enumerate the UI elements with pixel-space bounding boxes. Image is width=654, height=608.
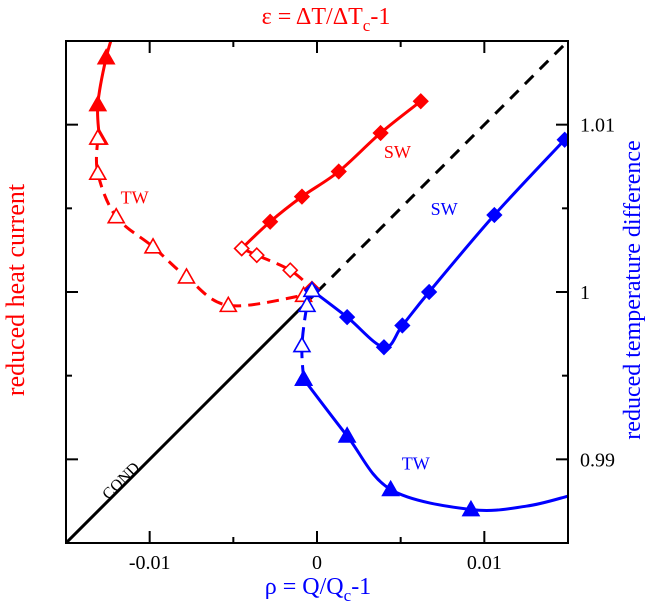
diamond-marker xyxy=(556,131,568,148)
bottom-axis-label-sub: c xyxy=(344,586,352,605)
triangle-marker xyxy=(177,267,196,284)
plot-frame xyxy=(65,40,569,544)
series-line xyxy=(66,290,319,543)
series-line xyxy=(315,41,568,294)
series-line xyxy=(302,378,568,512)
x-tick-label: 0 xyxy=(312,552,322,574)
triangle-marker xyxy=(96,48,116,65)
triangle-marker xyxy=(302,280,322,298)
diamond-marker xyxy=(248,247,265,264)
series-layer xyxy=(66,16,568,543)
triangle-marker xyxy=(108,16,124,30)
top-axis-label: ε = ΔT/ΔTc-1 xyxy=(262,4,391,35)
annotation-tw: TW xyxy=(402,453,430,473)
triangle-marker xyxy=(461,499,481,517)
right-axis-label: reduced temperature difference xyxy=(620,140,646,439)
bottom-axis-label-tail: -1 xyxy=(351,574,371,600)
diamond-marker xyxy=(412,93,429,110)
diamond-marker xyxy=(330,163,347,180)
y-right-tick-label: 1.01 xyxy=(580,115,615,137)
bottom-axis-label: ρ = Q/Qc-1 xyxy=(265,574,371,605)
series-tw-red-stable xyxy=(88,16,124,145)
triangle-marker xyxy=(337,426,357,443)
diamond-marker xyxy=(233,240,250,257)
triangle-marker xyxy=(292,335,312,353)
annotation-cond: COND xyxy=(99,459,143,503)
triangle-marker xyxy=(218,295,238,313)
x-tick-label: -0.01 xyxy=(129,552,171,574)
triangle-marker xyxy=(297,295,317,313)
y-right-tick-label: 0.99 xyxy=(580,449,615,471)
annotation-sw: SW xyxy=(384,142,411,162)
left-axis-label: reduced heat current xyxy=(1,183,30,396)
diamond-marker xyxy=(375,339,393,356)
triangle-marker xyxy=(143,237,163,254)
triangle-marker xyxy=(106,207,126,224)
annotation-sw: SW xyxy=(431,199,458,219)
series-cond xyxy=(66,290,319,543)
diamond-marker xyxy=(338,308,356,326)
diamond-marker xyxy=(282,262,299,279)
triangle-marker xyxy=(88,94,108,112)
top-axis-label-sub: c xyxy=(363,16,371,35)
triangle-marker xyxy=(88,128,108,145)
x-tick-label: 0.01 xyxy=(467,552,502,574)
series-cond-dashed xyxy=(315,41,568,294)
diamond-marker xyxy=(394,317,411,334)
triangle-marker xyxy=(381,479,401,497)
y-right-tick-label: 1 xyxy=(580,282,590,304)
diamond-marker xyxy=(486,206,503,224)
series-sw-red-stable xyxy=(233,93,429,257)
triangle-marker xyxy=(294,369,313,386)
annotation-tw: TW xyxy=(121,187,149,207)
series-sw-blue xyxy=(303,131,568,356)
triangle-marker xyxy=(88,163,108,180)
series-tw-red-unstable xyxy=(88,128,313,313)
series-line xyxy=(96,41,113,139)
diamond-marker xyxy=(293,188,311,205)
series-sw-red-unstable xyxy=(233,240,321,297)
diamond-marker xyxy=(420,283,438,301)
diamond-marker xyxy=(262,213,279,230)
diamond-marker xyxy=(372,124,389,142)
axis-ticks: -0.01 0 0.01 0.99 1 1.01 xyxy=(65,41,615,574)
series-tw-blue-stable xyxy=(294,369,568,517)
top-axis-label-tail: -1 xyxy=(370,4,390,30)
